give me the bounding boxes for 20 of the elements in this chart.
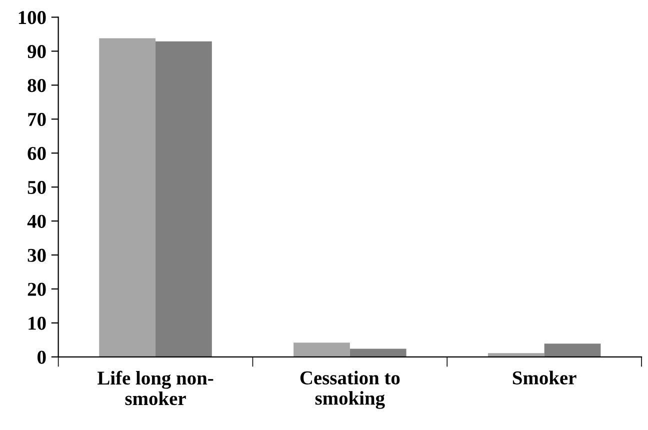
y-tick-label: 80 <box>28 78 46 92</box>
y-tick-label: 20 <box>28 282 46 296</box>
y-tick-label: 100 <box>18 11 46 24</box>
x-tick-label: Cessation to smoking <box>300 370 400 409</box>
y-tick-label: 40 <box>27 214 46 228</box>
y-tick-label: 60 <box>28 146 46 160</box>
x-tick-label: Smoker <box>512 370 576 384</box>
bar <box>544 344 601 357</box>
bar <box>99 38 156 357</box>
y-tick-label: 90 <box>28 44 46 58</box>
y-tick-label: 0 <box>38 350 46 364</box>
y-tick-label: 70 <box>28 112 46 126</box>
x-tick-label: Life long non- smoker <box>98 370 214 406</box>
y-tick-label: 50 <box>28 180 46 194</box>
bar <box>350 348 406 357</box>
y-tick-label: 30 <box>28 248 46 262</box>
bar <box>156 41 212 357</box>
bar <box>294 342 350 357</box>
y-tick-label: 10 <box>28 316 46 330</box>
bar <box>488 353 544 357</box>
